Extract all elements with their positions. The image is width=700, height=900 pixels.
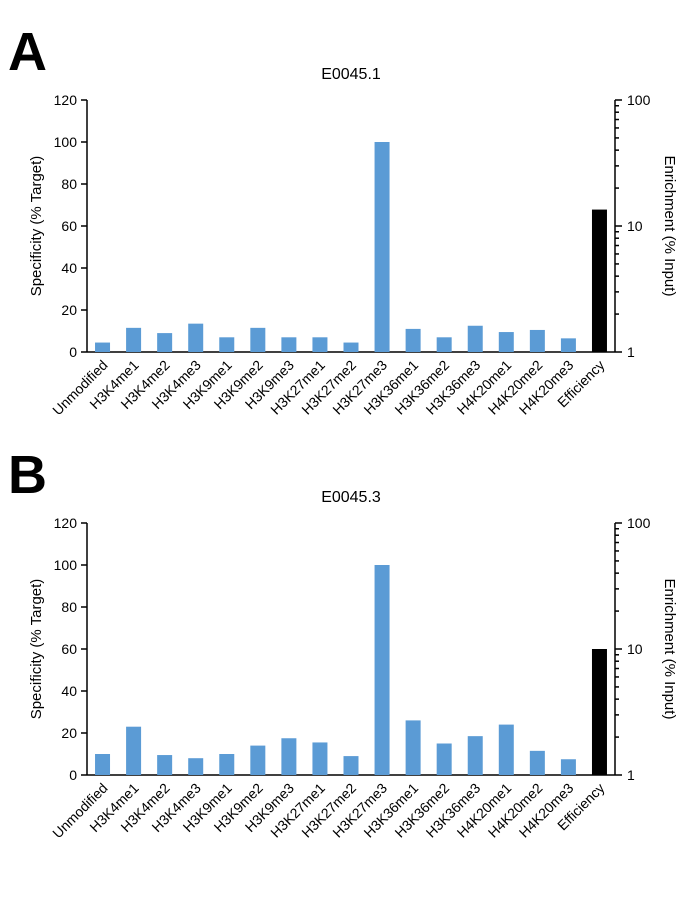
chart-svg-b: B E0045.3020406080100120110100Specificity… <box>8 445 678 841</box>
bar-b-h3k9me3 <box>281 738 297 775</box>
bar-b-h4k20me1 <box>498 724 514 775</box>
panel-letter-a: A <box>8 22 47 82</box>
bar-b-h3k27me3 <box>374 565 390 775</box>
bar-a-h3k4me3 <box>188 323 204 352</box>
y2-tick-label-a-1: 10 <box>627 218 643 234</box>
chart-panel-a: A E0045.1 0 20 40 60 80 100 120 1 10 100 Specificity… <box>0 0 700 440</box>
y-tick-label-b-6: 120 <box>54 515 78 531</box>
bar-b-h3k9me1 <box>219 754 235 775</box>
y2-tick-label-a-2: 100 <box>627 92 651 108</box>
y-tick-label-a-2: 40 <box>61 260 77 276</box>
bar-b-h3k36me3 <box>467 736 483 775</box>
panel-letter-b: B <box>8 445 47 505</box>
bar-a-h4k20me3 <box>560 338 576 352</box>
bar-a-h4k20me1 <box>498 332 514 352</box>
chart-title-a: E0045.1 <box>321 66 381 83</box>
bar-a-h3k36me1 <box>405 328 421 352</box>
y-tick-label-b-2: 40 <box>61 683 77 699</box>
chart-svg-a: A E0045.1020406080100120110100Specificity… <box>8 22 678 418</box>
bar-a-unmodified <box>95 342 111 352</box>
y-tick-label-a-3: 60 <box>61 218 77 234</box>
bar-b-h3k4me3 <box>188 758 204 775</box>
bar-b-h3k27me1 <box>312 742 328 775</box>
bar-b-h4k20me2 <box>529 750 545 775</box>
y-axis-label-a: Specificity (% Target) <box>28 156 45 297</box>
chart-title-b: E0045.3 <box>321 489 381 506</box>
bar-a-h3k9me1 <box>219 337 235 352</box>
y-tick-label-a-0: 0 <box>69 344 77 360</box>
bar-b-h3k36me1 <box>405 720 421 775</box>
bar-b-h3k36me2 <box>436 743 452 775</box>
bar-b-h3k27me2 <box>343 756 359 775</box>
y-tick-label-a-4: 80 <box>61 176 77 192</box>
y2-tick-label-a-0: 1 <box>627 344 635 360</box>
efficiency-bar-a <box>591 209 607 352</box>
chart-panel-b: B E0045.3 0 20 40 60 80 100 120 1 10 100 Specificity… <box>0 423 700 863</box>
y-tick-label-b-3: 60 <box>61 641 77 657</box>
bar-a-h3k36me2 <box>436 337 452 352</box>
bar-b-h3k9me2 <box>250 745 266 775</box>
y-tick-label-b-0: 0 <box>69 767 77 783</box>
efficiency-bar-b <box>591 649 607 775</box>
bar-b-h4k20me3 <box>560 759 576 775</box>
bar-b-h3k4me2 <box>157 755 173 775</box>
y-tick-label-b-1: 20 <box>61 725 77 741</box>
bar-a-h3k27me1 <box>312 337 328 352</box>
bar-b-h3k4me1 <box>126 726 142 775</box>
y2-axis-label-b: Enrichment (% Input) <box>661 579 678 720</box>
bar-b-unmodified <box>95 754 111 775</box>
bar-a-h3k9me2 <box>250 327 266 352</box>
y-tick-label-a-1: 20 <box>61 302 77 318</box>
y2-tick-label-b-2: 100 <box>627 515 651 531</box>
bar-a-h3k36me3 <box>467 325 483 352</box>
bar-a-h3k27me3 <box>374 142 390 352</box>
bar-a-h3k27me2 <box>343 342 359 352</box>
bar-a-h3k4me2 <box>157 333 173 352</box>
y-tick-label-b-4: 80 <box>61 599 77 615</box>
bar-a-h3k9me3 <box>281 337 297 352</box>
y-tick-label-a-5: 100 <box>54 134 78 150</box>
y-tick-label-a-6: 120 <box>54 92 78 108</box>
bar-a-h3k4me1 <box>126 327 142 352</box>
y-axis-label-b: Specificity (% Target) <box>28 579 45 720</box>
y-tick-label-b-5: 100 <box>54 557 78 573</box>
y2-axis-label-a: Enrichment (% Input) <box>661 156 678 297</box>
bar-a-h4k20me2 <box>529 329 545 352</box>
y2-tick-label-b-1: 10 <box>627 641 643 657</box>
y2-tick-label-b-0: 1 <box>627 767 635 783</box>
